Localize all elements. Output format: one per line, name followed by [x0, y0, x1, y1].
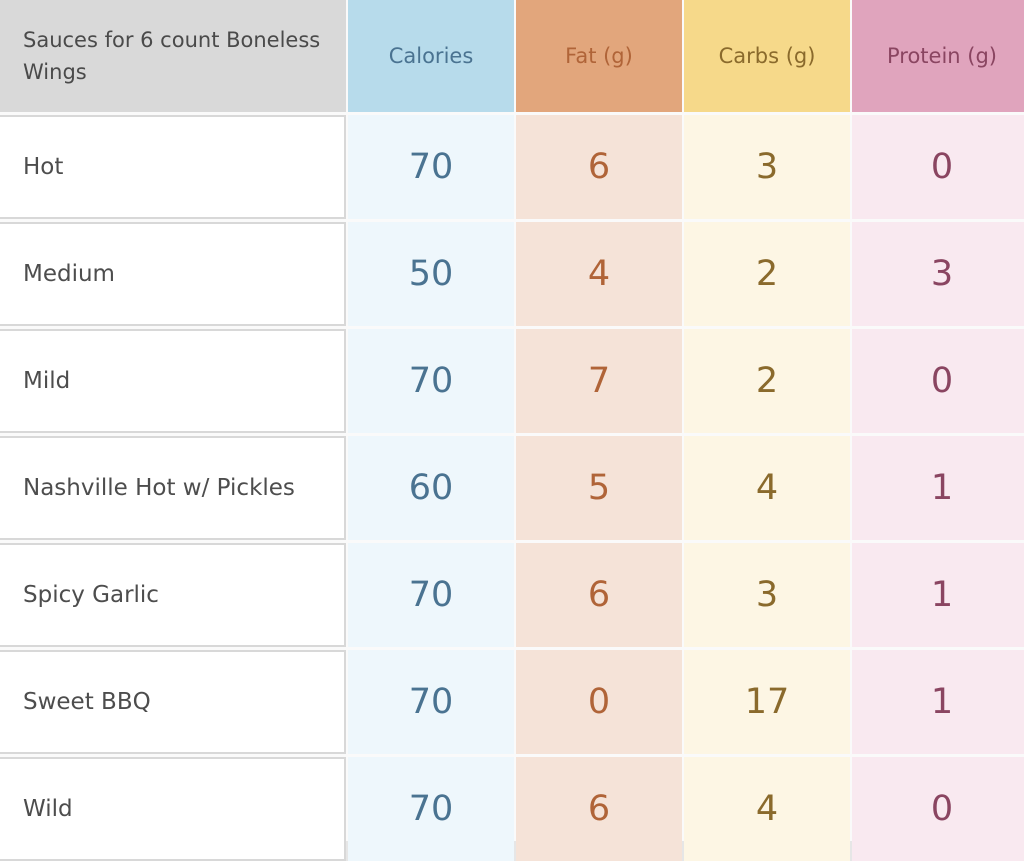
cell-wild-carbs-g: 4 [684, 757, 850, 861]
header-calories: Calories [348, 0, 514, 112]
header-sauce-label: Sauces for 6 count Boneless Wings [0, 0, 346, 112]
cell-wild-fat-g: 6 [516, 757, 682, 861]
cell-hot-fat-g: 6 [516, 115, 682, 219]
row-label-medium: Medium [0, 222, 346, 326]
cell-hot-calories: 70 [348, 115, 514, 219]
row-label-spicy-garlic: Spicy Garlic [0, 543, 346, 647]
cell-medium-carbs-g: 2 [684, 222, 850, 326]
cell-sweet-bbq-fat-g: 0 [516, 650, 682, 754]
row-label-sweet-bbq: Sweet BBQ [0, 650, 346, 754]
cell-sweet-bbq-calories: 70 [348, 650, 514, 754]
cell-mild-fat-g: 7 [516, 329, 682, 433]
cell-mild-protein-g: 0 [852, 329, 1024, 433]
cell-wild-calories: 70 [348, 757, 514, 861]
cell-spicy-garlic-protein-g: 1 [852, 543, 1024, 647]
header-carbs-g: Carbs (g) [684, 0, 850, 112]
cell-mild-calories: 70 [348, 329, 514, 433]
cell-mild-carbs-g: 2 [684, 329, 850, 433]
row-label-hot: Hot [0, 115, 346, 219]
cell-medium-calories: 50 [348, 222, 514, 326]
cell-nashville-hot-w-pickles-fat-g: 5 [516, 436, 682, 540]
cell-hot-protein-g: 0 [852, 115, 1024, 219]
cell-medium-protein-g: 3 [852, 222, 1024, 326]
header-fat-g: Fat (g) [516, 0, 682, 112]
cell-sweet-bbq-protein-g: 1 [852, 650, 1024, 754]
row-label-wild: Wild [0, 757, 346, 861]
cell-nashville-hot-w-pickles-carbs-g: 4 [684, 436, 850, 540]
cell-spicy-garlic-fat-g: 6 [516, 543, 682, 647]
cell-medium-fat-g: 4 [516, 222, 682, 326]
cell-hot-carbs-g: 3 [684, 115, 850, 219]
row-label-nashville-hot-w-pickles: Nashville Hot w/ Pickles [0, 436, 346, 540]
cell-spicy-garlic-calories: 70 [348, 543, 514, 647]
cell-wild-protein-g: 0 [852, 757, 1024, 861]
cell-sweet-bbq-carbs-g: 17 [684, 650, 850, 754]
row-label-mild: Mild [0, 329, 346, 433]
cell-nashville-hot-w-pickles-protein-g: 1 [852, 436, 1024, 540]
header-protein-g: Protein (g) [852, 0, 1024, 112]
cell-nashville-hot-w-pickles-calories: 60 [348, 436, 514, 540]
cell-spicy-garlic-carbs-g: 3 [684, 543, 850, 647]
